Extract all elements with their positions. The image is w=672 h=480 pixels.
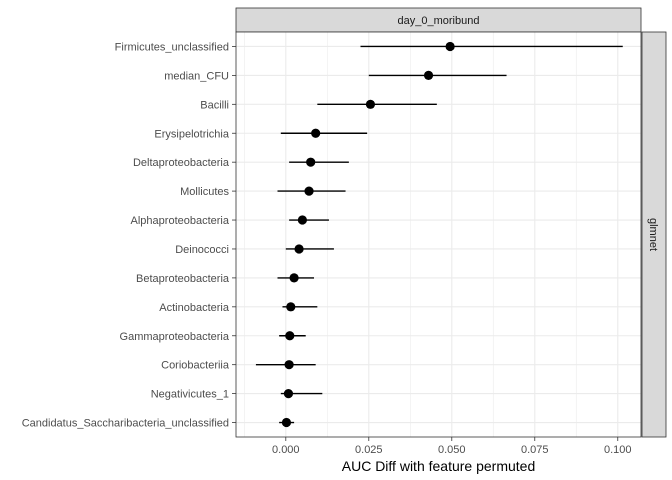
y-tick-label: Mollicutes xyxy=(180,186,229,198)
x-tick-label: 0.050 xyxy=(438,444,466,456)
data-point xyxy=(286,302,296,312)
data-point xyxy=(289,273,299,283)
data-point xyxy=(284,360,294,370)
y-tick-label: Negativicutes_1 xyxy=(151,389,229,401)
y-tick-label: Betaproteobacteria xyxy=(136,273,230,285)
data-point xyxy=(283,389,294,399)
y-tick-label: Actinobacteria xyxy=(159,302,230,314)
data-point xyxy=(281,417,292,428)
data-point xyxy=(304,186,314,196)
data-point xyxy=(365,99,376,109)
data-point xyxy=(423,70,434,80)
x-tick-label: 0.000 xyxy=(272,444,300,456)
y-tick-label: Coriobacteriia xyxy=(161,360,230,372)
y-tick-label: Deltaproteobacteria xyxy=(133,157,230,169)
facet-strip-right xyxy=(641,31,667,438)
x-tick-label: 0.025 xyxy=(355,444,383,456)
y-axis: Firmicutes_unclassified median_CFU Bacilli… xyxy=(22,41,236,430)
y-tick-label: Deinococci xyxy=(175,244,229,256)
data-point xyxy=(294,244,304,254)
facet-label-right: glmnet xyxy=(647,218,659,251)
data-points xyxy=(281,41,455,428)
x-axis-title: AUC Diff with feature permuted xyxy=(342,458,536,474)
data-point xyxy=(445,41,455,52)
x-tick-label: 0.075 xyxy=(521,444,549,456)
y-tick-label: Erysipelotrichia xyxy=(154,128,229,140)
x-tick-label: 0.100 xyxy=(604,444,632,456)
facet-label-top: day_0_moribund xyxy=(398,15,480,27)
data-point xyxy=(306,157,316,167)
data-point xyxy=(297,215,307,225)
plot-panel xyxy=(236,32,641,437)
data-point xyxy=(285,331,295,341)
x-axis: 0.000 0.025 0.050 0.075 0.100 xyxy=(272,437,632,456)
data-point xyxy=(311,128,321,138)
y-tick-label: Gammaproteobacteria xyxy=(120,331,230,343)
facet-strip-top xyxy=(235,7,642,33)
panel-border xyxy=(235,31,642,438)
y-tick-label: Bacilli xyxy=(200,99,229,111)
y-tick-label: median_CFU xyxy=(164,70,229,82)
y-tick-label: Alphaproteobacteria xyxy=(131,215,230,227)
y-tick-label: Firmicutes_unclassified xyxy=(115,41,229,53)
y-tick-label: Candidatus_Saccharibacteria_unclassified xyxy=(22,418,229,430)
